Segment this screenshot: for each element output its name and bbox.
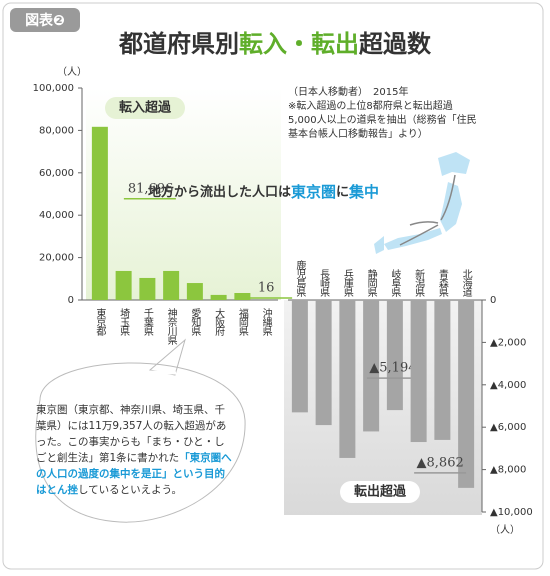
value-label: 81,696	[128, 181, 174, 196]
x-tick-label: 北海道	[460, 269, 472, 297]
x-tick-label: 兵庫県	[341, 268, 353, 298]
y-tick-label: 20,000	[39, 253, 74, 264]
title: 都道府県別転入・転出超過数	[118, 30, 432, 58]
caption-part: 東京圏	[291, 183, 336, 201]
inflow-bg	[86, 88, 281, 300]
y-tick-label: ▲10,000	[490, 507, 533, 518]
value-label: ▲5,194	[369, 361, 416, 376]
bar	[210, 294, 227, 300]
bar	[139, 277, 156, 300]
map-caption: 地方から流出した人口は東京圏に集中	[148, 183, 379, 201]
axis-unit: （人）	[57, 66, 87, 78]
x-tick-label: 青森県	[436, 268, 448, 298]
bubble-part: 「東京圏への人口の過度の集中を是正」という目的はとん挫	[36, 452, 232, 496]
bar	[163, 270, 180, 300]
map-arrows	[399, 174, 456, 246]
note: （日本人移動者） 2015年	[288, 85, 408, 98]
y-tick-label: 0	[490, 295, 496, 306]
y-tick-label: ▲8,000	[490, 465, 526, 476]
bar	[363, 300, 380, 432]
note: 5,000人以上の道県を抽出（総務省「住民	[288, 113, 477, 126]
y-tick-label: 60,000	[39, 168, 74, 179]
map-shape	[440, 182, 462, 232]
x-tick-label: 大阪府	[213, 307, 225, 337]
map-shape	[374, 236, 384, 254]
title-part: 都道府県別	[118, 30, 239, 58]
series-label: 転入超過	[119, 100, 172, 116]
value-label: 16	[258, 280, 275, 295]
y-tick-label: ▲2,000	[490, 337, 526, 348]
arrow	[440, 174, 456, 221]
bubble-part: しているといえよう。	[78, 484, 183, 496]
y-tick-label: ▲4,000	[490, 380, 526, 391]
value-label: ▲8,862	[417, 455, 464, 470]
map-shape	[438, 152, 470, 176]
arrow	[409, 221, 439, 226]
y-tick-label: 0	[68, 295, 74, 306]
bubble-part: 東京圏（東京都、神奈川県、埼玉県、千葉県）には11万9,357人の転入超過があっ…	[36, 404, 227, 464]
bar	[386, 300, 403, 411]
bar	[186, 283, 203, 300]
x-tick-label: 長崎県	[318, 269, 330, 298]
note: 基本台帳人口移動報告」より）	[288, 127, 428, 140]
caption-part: 地方から流出した人口は	[148, 184, 291, 200]
bar	[458, 300, 475, 488]
bar	[339, 300, 356, 458]
bar	[115, 270, 132, 300]
axis-unit: （人）	[490, 524, 520, 536]
note: ※転入超過の上位8都府県と転出超過	[288, 99, 453, 112]
y-tick-label: ▲6,000	[490, 422, 526, 433]
badge: 図表❷	[25, 12, 65, 29]
bubble-join	[149, 370, 177, 375]
bar	[434, 300, 451, 440]
x-tick-label: 東京都	[94, 307, 106, 337]
bar	[234, 293, 251, 300]
x-tick-label: 福岡県	[236, 307, 248, 337]
x-tick-label: 千葉県	[141, 308, 153, 337]
x-tick-label: 神奈川県	[165, 307, 177, 346]
bar	[91, 126, 108, 301]
series-label-bg	[340, 481, 420, 503]
arrow	[399, 224, 439, 246]
series-label: 転出超過	[354, 484, 407, 500]
bubble-text: 東京圏（東京都、神奈川県、埼玉県、千葉県）には11万9,357人の転入超過があっ…	[36, 402, 232, 498]
title-part: 超過数	[359, 30, 432, 58]
badge-bg	[10, 8, 80, 32]
title-part: 転入・転出	[239, 30, 359, 58]
bar	[410, 300, 427, 443]
y-tick-label: 40,000	[39, 210, 74, 221]
x-tick-label: 岐阜県	[389, 268, 401, 298]
caption-part: に	[336, 185, 349, 200]
series-label-bg	[105, 97, 185, 119]
x-tick-label: 静岡県	[365, 268, 377, 298]
x-tick-label: 鹿児島県	[294, 259, 306, 298]
bar	[315, 300, 332, 426]
x-tick-label: 新潟県	[413, 268, 425, 298]
caption-part: 集中	[348, 183, 379, 201]
x-tick-label: 沖縄県	[260, 307, 272, 337]
bar	[291, 300, 308, 413]
y-tick-label: 80,000	[39, 125, 74, 136]
y-tick-label: 100,000	[33, 83, 74, 94]
x-tick-label: 埼玉県	[118, 307, 130, 337]
x-tick-label: 愛知県	[189, 307, 201, 337]
